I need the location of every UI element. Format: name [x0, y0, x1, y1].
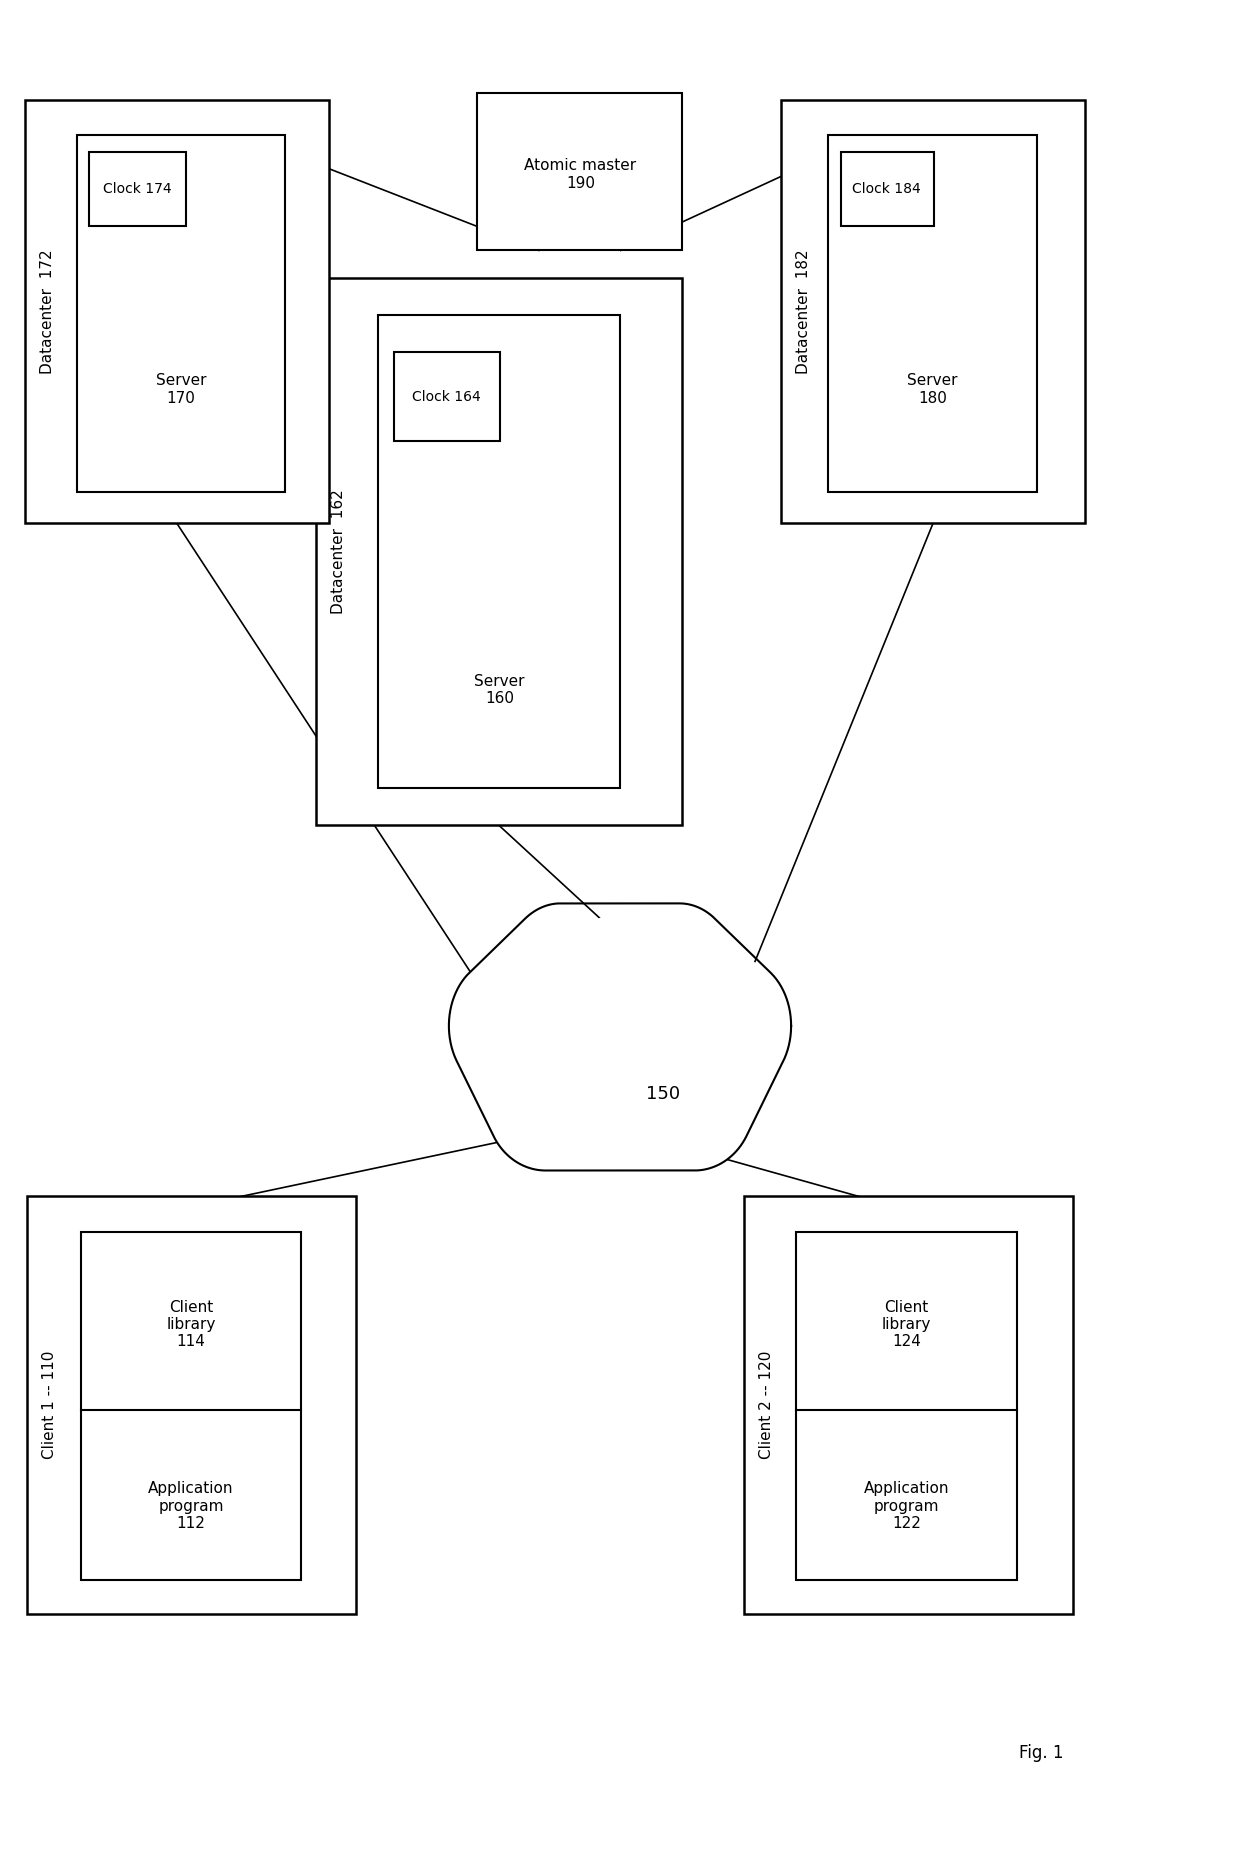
Bar	[25, 100, 329, 523]
Text: Atomic master
190: Atomic master 190	[525, 158, 636, 191]
Text: Client
library
114: Client library 114	[166, 1300, 216, 1349]
Ellipse shape	[449, 959, 553, 1093]
Text: Client 2 -- 120: Client 2 -- 120	[759, 1350, 774, 1460]
Bar	[841, 152, 934, 226]
Ellipse shape	[501, 903, 620, 1059]
Text: Server
180: Server 180	[908, 373, 957, 406]
Text: Datacenter  182: Datacenter 182	[796, 249, 811, 375]
Text: Datacenter  172: Datacenter 172	[40, 249, 55, 375]
Ellipse shape	[531, 1026, 709, 1159]
Bar	[828, 135, 1037, 492]
Text: Server
160: Server 160	[475, 673, 525, 707]
Bar	[781, 100, 1085, 523]
Text: Application
program
122: Application program 122	[864, 1482, 949, 1530]
Text: Clock 174: Clock 174	[103, 182, 172, 197]
Ellipse shape	[546, 915, 694, 1093]
Text: Clock 164: Clock 164	[412, 390, 481, 404]
Text: Application
program
112: Application program 112	[149, 1482, 233, 1530]
Text: Client
library
124: Client library 124	[882, 1300, 931, 1349]
Bar	[27, 1196, 356, 1614]
Text: Clock 184: Clock 184	[852, 182, 921, 197]
Bar	[316, 278, 682, 825]
Bar	[378, 315, 620, 788]
Text: Datacenter  162: Datacenter 162	[331, 490, 346, 614]
Text: Client 1 -- 110: Client 1 -- 110	[42, 1350, 57, 1460]
Ellipse shape	[635, 1037, 754, 1171]
Bar	[81, 1232, 301, 1580]
Ellipse shape	[620, 903, 739, 1059]
Bar	[394, 352, 500, 441]
Bar	[89, 152, 186, 226]
Text: Server
170: Server 170	[156, 373, 206, 406]
Text: 150: 150	[646, 1085, 681, 1104]
Ellipse shape	[687, 959, 791, 1093]
Bar	[477, 93, 682, 250]
Text: Fig. 1: Fig. 1	[1019, 1744, 1064, 1762]
Bar	[796, 1232, 1017, 1580]
Bar	[77, 135, 285, 492]
Ellipse shape	[486, 1037, 605, 1171]
Bar	[744, 1196, 1073, 1614]
